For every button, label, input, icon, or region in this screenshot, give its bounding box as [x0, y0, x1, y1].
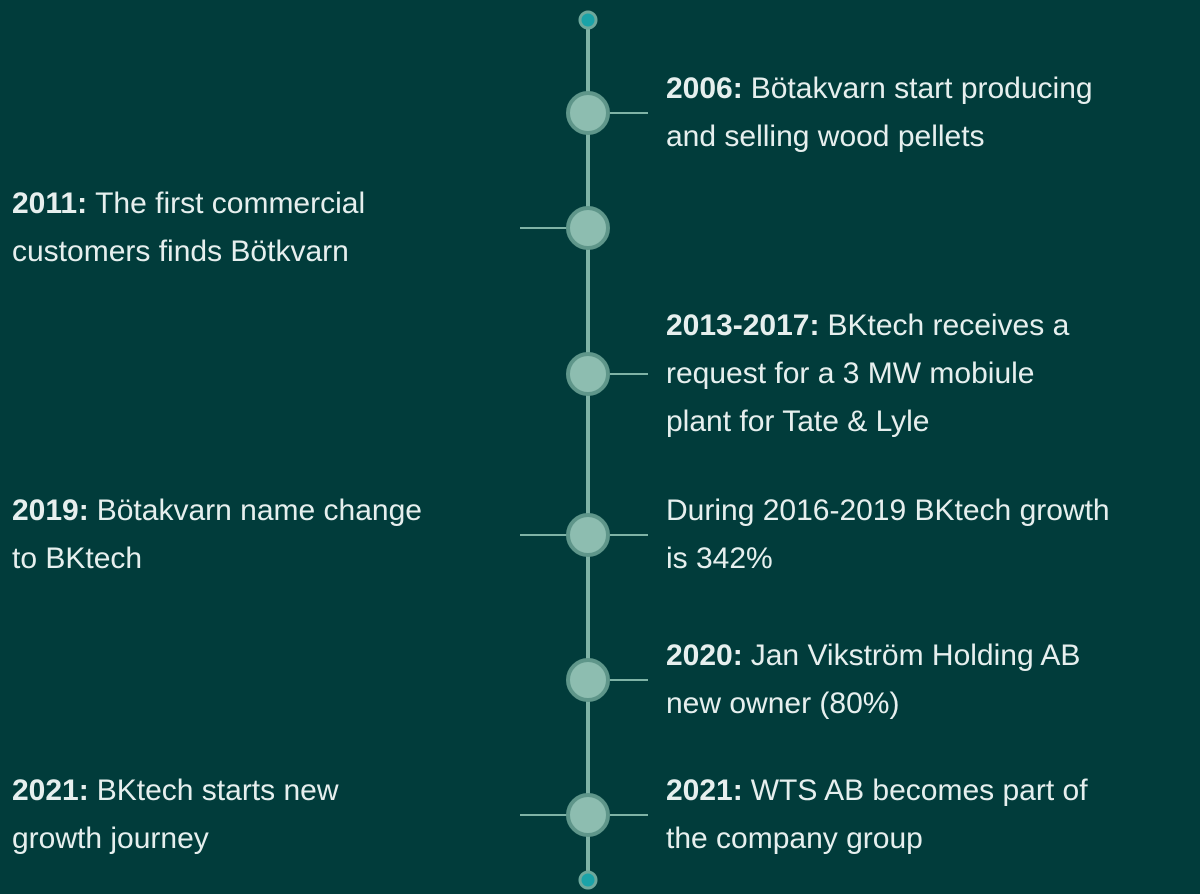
timeline-end: [578, 870, 598, 890]
event-description: is 342%: [666, 542, 773, 575]
timeline-start: [578, 10, 598, 30]
event-line: 2021: WTS AB becomes part of: [666, 767, 1088, 815]
event-year: 2021:: [666, 774, 743, 807]
event-line: request for a 3 MW mobiule: [666, 350, 1069, 398]
event-year: 2006:: [666, 72, 743, 105]
event-line: 2021: BKtech starts new: [12, 767, 339, 815]
event-line: plant for Tate & Lyle: [666, 398, 1069, 446]
event-text: During 2016-2019 BKtech growth is 342%: [666, 487, 1110, 583]
event-description: customers finds Bötkvarn: [12, 235, 349, 268]
event-description: WTS AB becomes part of: [750, 774, 1088, 807]
event-line: 2006: Bötakvarn start producing: [666, 65, 1093, 113]
event-text: 2020: Jan Vikström Holding AB new owner (8…: [666, 632, 1080, 728]
event-text: 2013-2017: BKtech receives a request for a…: [666, 302, 1069, 446]
event-description: and selling wood pellets: [666, 120, 985, 153]
event-description: plant for Tate & Lyle: [666, 405, 930, 438]
event-line: 2020: Jan Vikström Holding AB: [666, 632, 1080, 680]
event-description: new owner (80%): [666, 687, 900, 720]
event-line: the company group: [666, 815, 1088, 863]
event-description: Bötakvarn name change: [96, 494, 422, 527]
timeline-node: [566, 513, 610, 557]
event-line: growth journey: [12, 815, 339, 863]
event-description: BKtech starts new: [96, 774, 339, 807]
event-description: growth journey: [12, 822, 209, 855]
event-line: new owner (80%): [666, 680, 1080, 728]
event-line: 2019: Bötakvarn name change: [12, 487, 422, 535]
event-line: 2013-2017: BKtech receives a: [666, 302, 1069, 350]
event-description: Jan Vikström Holding AB: [750, 639, 1081, 672]
event-description: Bötakvarn start producing: [750, 72, 1093, 105]
timeline-node: [566, 352, 610, 396]
event-line: customers finds Bötkvarn: [12, 228, 365, 276]
event-year: 2021:: [12, 774, 89, 807]
timeline-node: [566, 91, 610, 135]
event-line: 2011: The first commercial: [12, 180, 365, 228]
timeline-node: [566, 206, 610, 250]
event-text: 2006: Bötakvarn start producing and sellin…: [666, 65, 1093, 161]
event-description: to BKtech: [12, 542, 143, 575]
event-year: 2013-2017:: [666, 309, 820, 342]
event-year: 2019:: [12, 494, 89, 527]
event-description: the company group: [666, 822, 923, 855]
event-line: is 342%: [666, 535, 1110, 583]
event-line: During 2016-2019 BKtech growth: [666, 487, 1110, 535]
event-text: 2021: BKtech starts new growth journey: [12, 767, 339, 863]
event-text: 2021: WTS AB becomes part of the company g…: [666, 767, 1088, 863]
event-text: 2019: Bötakvarn name change to BKtech: [12, 487, 422, 583]
event-year: 2020:: [666, 639, 743, 672]
timeline-node: [566, 793, 610, 837]
event-line: and selling wood pellets: [666, 113, 1093, 161]
event-description: request for a 3 MW mobiule: [666, 357, 1035, 390]
timeline-node: [566, 658, 610, 702]
event-description: The first commercial: [95, 187, 366, 220]
event-description: During 2016-2019 BKtech growth: [666, 494, 1110, 527]
event-year: 2011:: [12, 187, 88, 220]
event-text: 2011: The first commercial customers finds…: [12, 180, 365, 276]
event-line: to BKtech: [12, 535, 422, 583]
event-description: BKtech receives a: [827, 309, 1070, 342]
